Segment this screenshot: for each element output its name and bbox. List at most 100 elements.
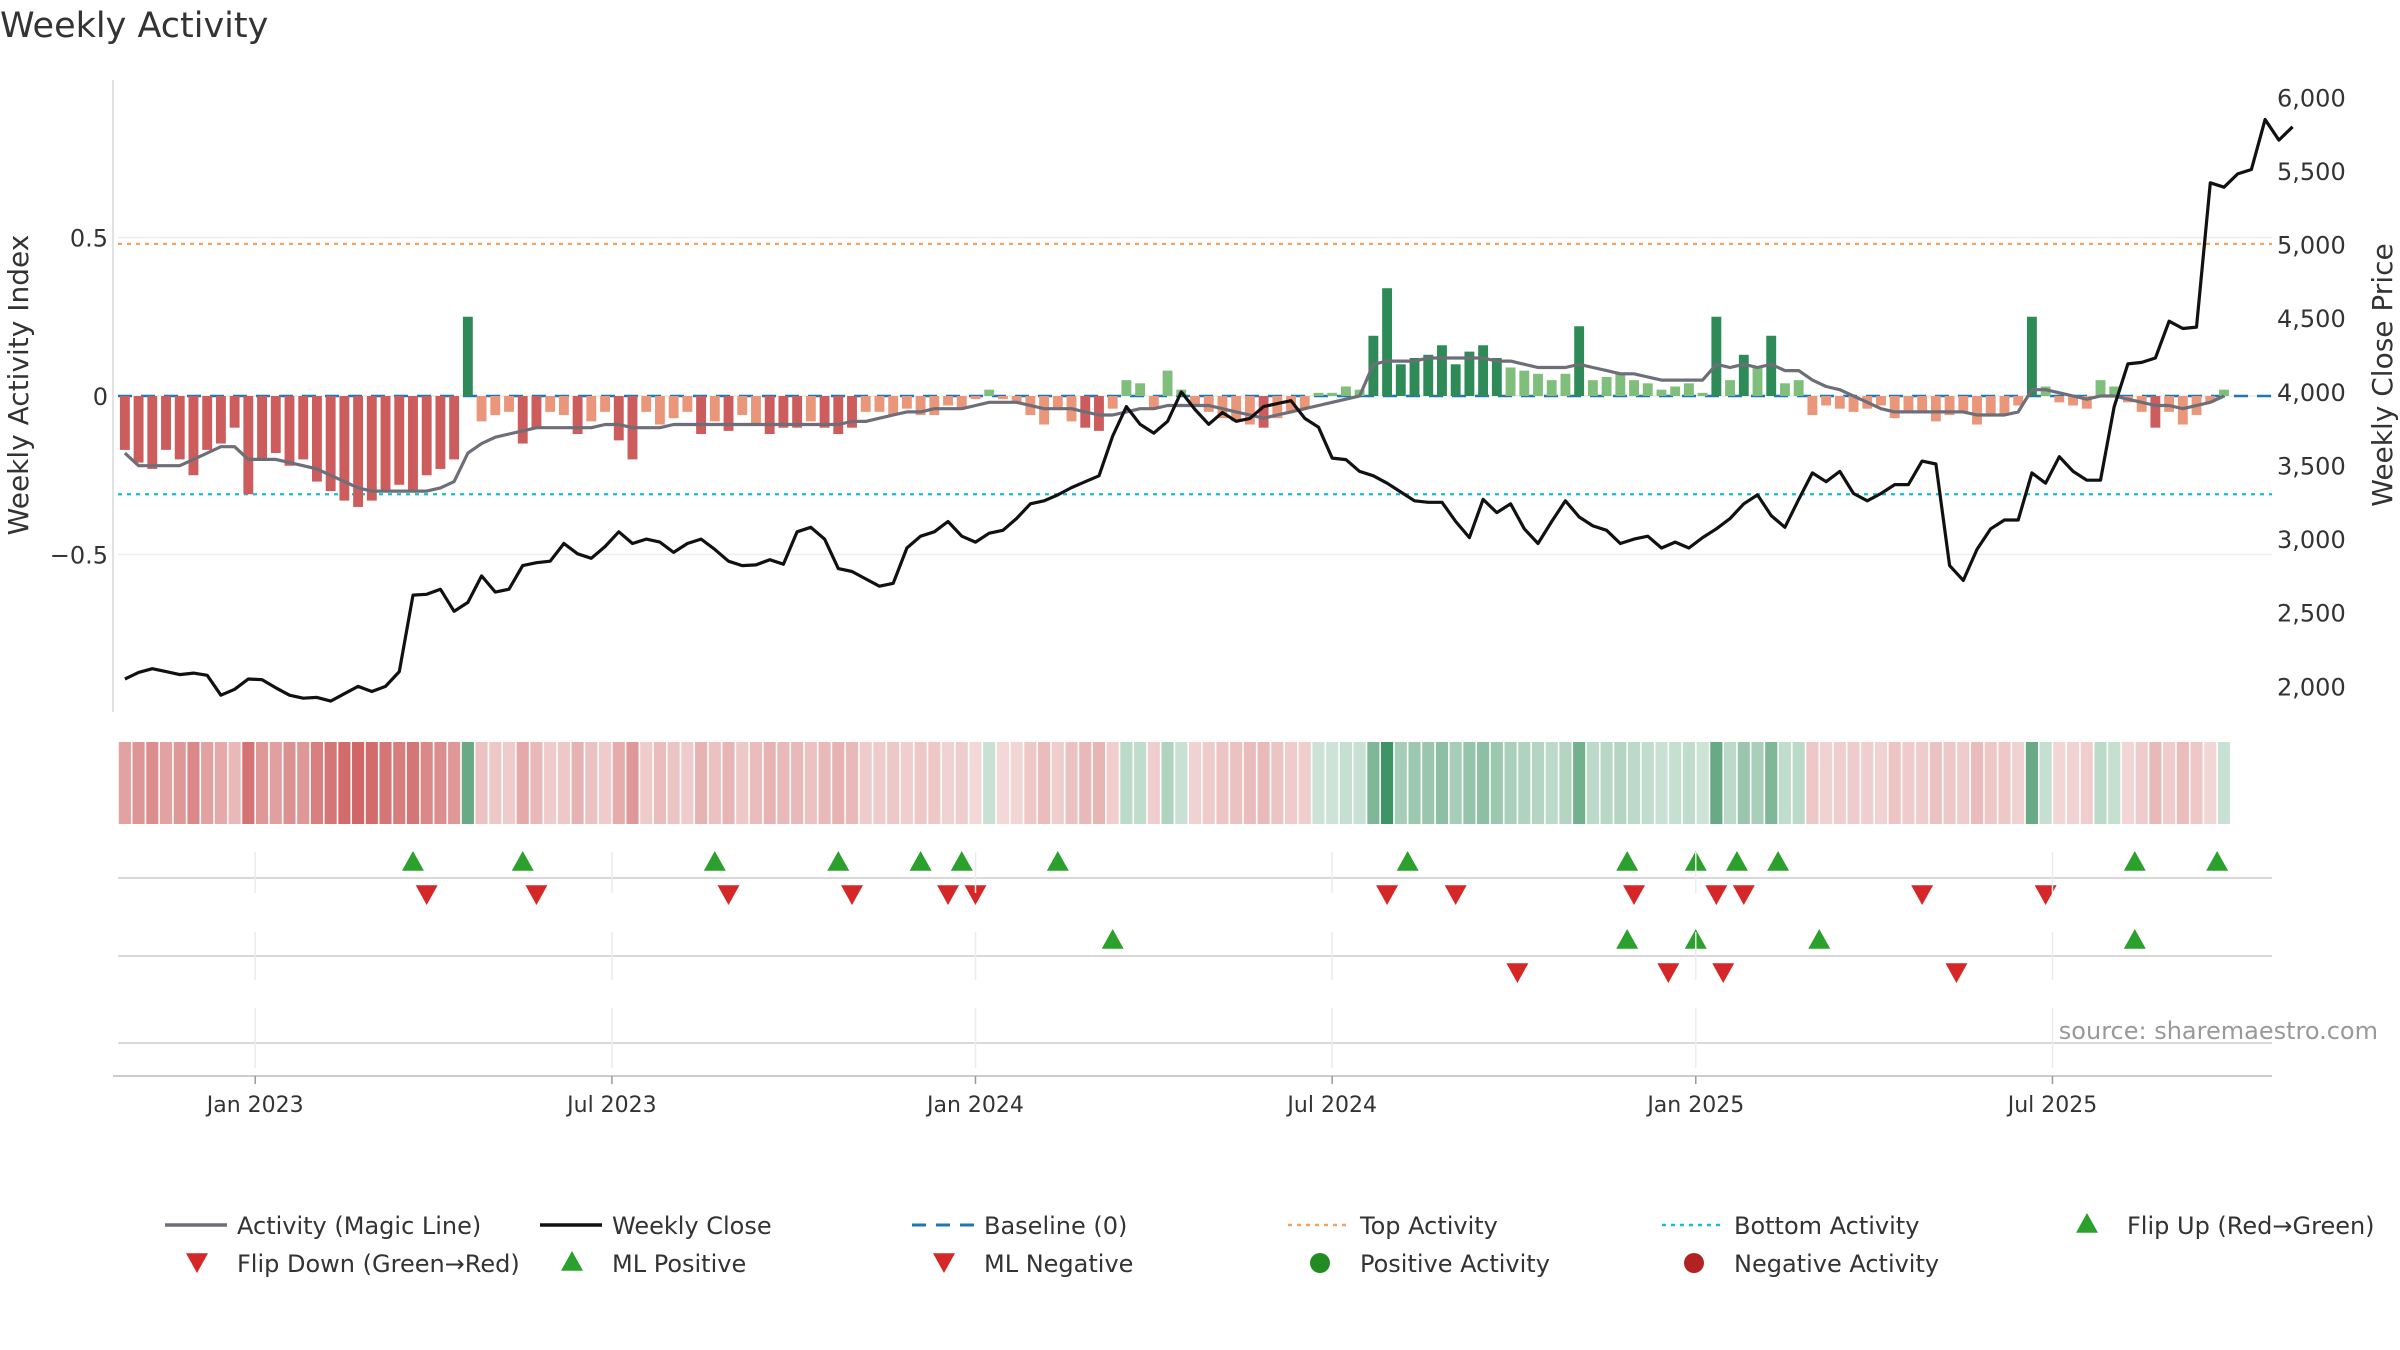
activity-bar [188, 396, 199, 476]
heat-cell [941, 742, 955, 824]
x-tick-label: Jul 2025 [2006, 1093, 2098, 1118]
heat-cell [1353, 742, 1366, 824]
activity-bar [1148, 396, 1159, 409]
activity-bar [2109, 386, 2120, 396]
heat-cell [2025, 742, 2038, 824]
activity-bar [1121, 380, 1132, 396]
activity-bar [819, 396, 830, 428]
legend-triangle-up-icon [561, 1251, 583, 1271]
heat-cell [1682, 742, 1695, 824]
heat-cell [1394, 742, 1407, 824]
heat-cell [1874, 742, 1888, 824]
activity-bar [1313, 392, 1324, 396]
x-axis: Jan 2023 Jul 2023 Jan 2024 Jul 2024 Jan 2025… [205, 852, 2098, 1118]
activity-bar [1683, 383, 1694, 396]
right-tick-label: 4,500 [2277, 305, 2346, 333]
heat-cell [1477, 742, 1490, 824]
flip-up-marker [1767, 851, 1790, 871]
flip-down-marker [841, 885, 864, 905]
activity-bar [449, 396, 460, 460]
activity-bar [600, 396, 610, 412]
left-axis-label: Weekly Activity Index [2, 235, 35, 536]
activity-bar [119, 396, 130, 450]
heat-cell [887, 742, 900, 824]
flip-up-marker [827, 851, 850, 871]
left-tick-label: −0.5 [50, 542, 108, 570]
activity-bar [325, 396, 336, 492]
legend-label: Activity (Magic Line) [237, 1212, 481, 1240]
legend-label: Weekly Close [612, 1212, 772, 1240]
flip-up-marker [401, 851, 424, 871]
left-tick-label: 0 [93, 383, 108, 411]
activity-bar [970, 396, 981, 400]
activity-bar [1327, 392, 1338, 396]
activity-bar [174, 396, 185, 460]
activity-bar [2054, 396, 2065, 403]
activity-bar [1670, 386, 1681, 396]
activity-bar [1697, 392, 1708, 396]
heat-cell [1298, 742, 1311, 824]
heat-cell [791, 742, 804, 824]
heat-cell [1147, 742, 1160, 824]
heat-cell [159, 742, 173, 824]
heat-cell [242, 742, 255, 824]
heat-cell [1051, 742, 1064, 824]
activity-bar [1437, 345, 1447, 396]
heat-cell [255, 742, 269, 824]
flip-up-marker [511, 851, 534, 871]
activity-bar [1491, 357, 1502, 396]
heat-cell [132, 742, 145, 824]
heat-cell [1504, 742, 1517, 824]
activity-bar [613, 396, 624, 441]
activity-bar [366, 396, 377, 501]
heat-cell [667, 742, 680, 824]
right-tick-label: 3,500 [2277, 452, 2346, 480]
activity-bar [161, 396, 171, 450]
activity-bar [435, 396, 446, 469]
flip-up-marker [1725, 851, 1748, 871]
activity-bar [696, 396, 707, 435]
right-tick-label: 4,000 [2277, 379, 2346, 407]
ml-positive-marker [1616, 929, 1639, 949]
activity-bar [1903, 396, 1914, 412]
heat-cell [461, 742, 474, 824]
heat-cell [969, 742, 982, 824]
flip-up-marker [1616, 851, 1639, 871]
activity-bar [462, 316, 473, 396]
x-tick-label: Jul 2024 [1285, 1093, 1377, 1118]
heat-cell [1559, 742, 1572, 824]
heat-cell [2039, 742, 2052, 824]
heat-cell [681, 742, 694, 824]
flip-down-marker [1376, 885, 1399, 905]
flip-down-marker [964, 885, 987, 905]
heat-cell [1710, 742, 1723, 824]
activity-bar [1162, 370, 1173, 396]
heat-cell [502, 742, 516, 824]
heat-cell [393, 742, 406, 824]
heat-cell [1943, 742, 1956, 824]
heat-cell [1024, 742, 1037, 824]
heat-cell [2080, 742, 2093, 824]
activity-bar [1848, 396, 1859, 412]
legend-green-dot-icon [1310, 1253, 1330, 1273]
activity-bar [929, 396, 940, 416]
heat-cell [1669, 742, 1682, 824]
activity-bar [517, 396, 528, 444]
heat-cell [1161, 742, 1174, 824]
flip-up-marker [950, 851, 973, 871]
heat-cell [2094, 742, 2107, 824]
activity-bar [311, 396, 322, 482]
ml-positive-marker [2123, 929, 2146, 949]
activity-bar [1231, 396, 1242, 422]
heat-cell [1038, 742, 1051, 824]
heat-cell [146, 742, 159, 824]
activity-bar [654, 396, 665, 425]
heat-cell [1312, 742, 1325, 824]
flip-down-marker [525, 885, 548, 905]
heat-cell [1724, 742, 1737, 824]
heat-cell [2163, 742, 2176, 824]
activity-bar [1560, 373, 1571, 396]
heat-cell [434, 742, 447, 824]
heat-cell [571, 742, 584, 824]
